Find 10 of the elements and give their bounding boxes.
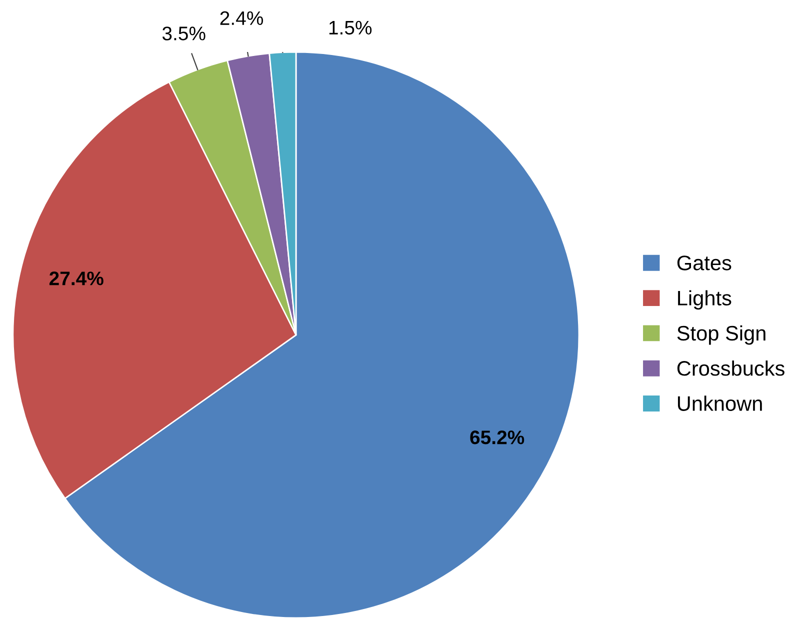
legend-label: Crossbucks xyxy=(677,360,784,376)
data-label: 3.5% xyxy=(162,26,206,40)
legend-label: Gates xyxy=(677,256,732,270)
legend-label: Stop Sign xyxy=(677,325,766,345)
legend-label: Unknown xyxy=(678,396,762,411)
data-label: 27.4% xyxy=(49,272,104,286)
data-label: 2.4% xyxy=(220,11,263,25)
data-label: 1.5% xyxy=(329,20,372,35)
data-label: 65.2% xyxy=(470,430,524,444)
legend-label: Lights xyxy=(678,290,732,310)
